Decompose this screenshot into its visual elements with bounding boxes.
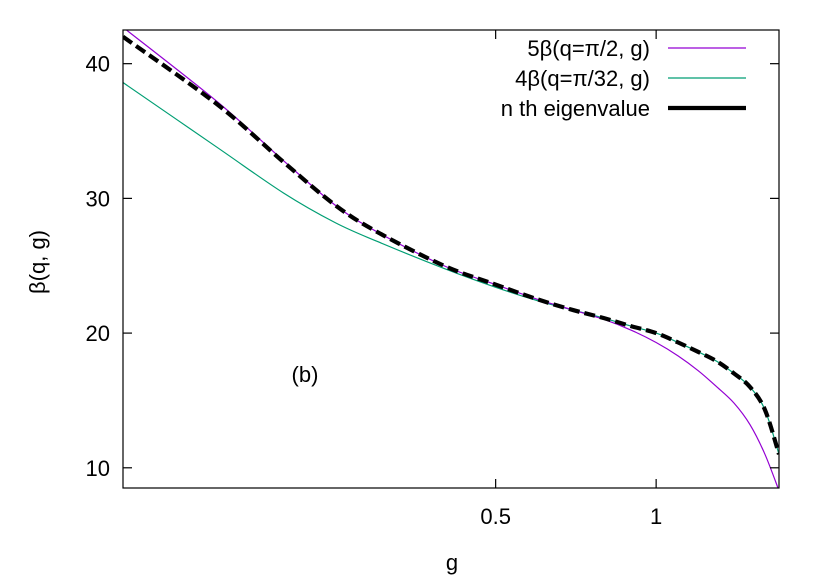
axis-ticks: 10 20 30 40 0.5 1 [86,30,779,529]
y-tick-label: 10 [86,456,110,481]
x-tick-label: 1 [650,504,662,529]
panel-label: (b) [292,362,319,387]
plot-area [123,30,779,488]
y-tick-label: 30 [86,186,110,211]
series-line-0 [125,30,779,488]
y-tick-label: 20 [86,321,110,346]
series-line-2 [123,35,779,455]
x-tick-label: 0.5 [480,504,511,529]
x-axis-title: g [446,550,458,575]
legend-label: 5β(q=π/2, g) [527,36,650,61]
plot-frame [122,29,780,489]
y-tick-label: 40 [86,52,110,77]
y-axis-title: β(q, g) [25,230,50,294]
legend-label: n th eigenvalue [501,96,650,121]
legend-label: 4β(q=π/32, g) [515,66,650,91]
legend: 5β(q=π/2, g) 4β(q=π/32, g) n th eigenvalue [501,36,746,121]
